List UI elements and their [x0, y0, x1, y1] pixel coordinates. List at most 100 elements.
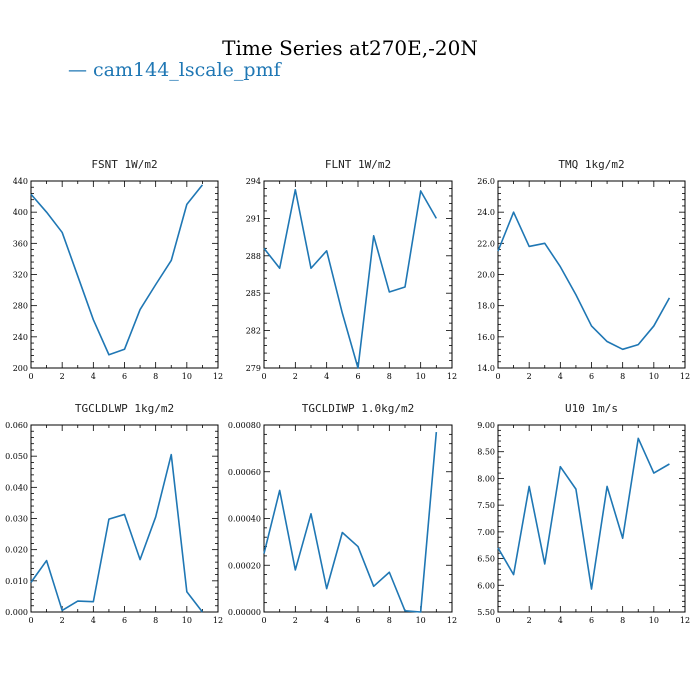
x-tick-label: 8 — [620, 372, 625, 381]
x-tick-label: 8 — [387, 616, 392, 625]
panel-title: TGCLDLWP 1kg/m2 — [75, 402, 174, 415]
x-tick-label: 2 — [293, 616, 298, 625]
y-tick-label: 0.00000 — [228, 608, 261, 617]
x-tick-label: 8 — [620, 616, 625, 625]
y-tick-label: 400 — [13, 208, 28, 217]
x-tick-label: 6 — [355, 372, 360, 381]
y-tick-label: 0.000 — [5, 608, 28, 617]
x-tick-label: 12 — [213, 616, 223, 625]
x-tick-label: 6 — [589, 616, 594, 625]
x-tick-label: 6 — [122, 372, 127, 381]
panel-title: FLNT 1W/m2 — [325, 158, 391, 171]
panels: FSNT 1W/m20 2 4 6 8 10 12200240280320360400440… — [5, 158, 690, 625]
y-tick-label: 0.00060 — [228, 468, 261, 477]
y-tick-label: 9.00 — [477, 421, 495, 430]
y-tick-label: 440 — [13, 177, 28, 186]
panel-title: U10 1m/s — [565, 402, 618, 415]
x-tick-label: 0 — [261, 372, 266, 381]
y-tick-label: 6.00 — [477, 581, 495, 590]
y-tick-label: 0.020 — [5, 546, 28, 555]
chart-panel: TGCLDIWP 1.0kg/m2 0 2 4 6 8 10 12 0.00000 0.00020… — [228, 402, 457, 625]
y-tick-label: 282 — [246, 327, 261, 336]
x-tick-label: 8 — [153, 616, 158, 625]
y-tick-label: 14.0 — [477, 364, 495, 373]
x-tick-label: 2 — [293, 372, 298, 381]
y-tick-label: 8.00 — [477, 474, 495, 483]
x-tick-label: 10 — [182, 616, 192, 625]
y-tick-label: 5.50 — [477, 608, 495, 617]
y-tick-label: 291 — [246, 214, 261, 223]
y-tick-label: 360 — [13, 239, 28, 248]
y-tick-label: 200 — [13, 364, 28, 373]
y-tick-label: 0.040 — [5, 483, 28, 492]
plot-frame — [30, 180, 219, 369]
x-tick-label: 10 — [649, 372, 659, 381]
x-tick-label: 12 — [447, 372, 457, 381]
y-tick-label: 7.50 — [477, 501, 495, 510]
y-tick-label: 20.0 — [477, 271, 495, 280]
y-tick-label: 8.50 — [477, 448, 495, 457]
panel-title: FSNT 1W/m2 — [91, 158, 157, 171]
x-tick-label: 0 — [495, 616, 500, 625]
y-tick-label: 0.030 — [5, 515, 28, 524]
x-tick-label: 10 — [416, 372, 426, 381]
y-tick-label: 0.00040 — [228, 515, 261, 524]
x-tick-label: 12 — [213, 372, 223, 381]
x-tick-label: 8 — [153, 372, 158, 381]
x-tick-label: 0 — [261, 616, 266, 625]
x-tick-label: 4 — [91, 616, 96, 625]
legend: — cam144_lscale_pmf — [68, 59, 283, 81]
y-tick-label: 6.50 — [477, 555, 495, 564]
x-tick-label: 0 — [28, 616, 33, 625]
y-tick-label: 288 — [246, 252, 261, 261]
y-tick-label: 280 — [13, 302, 28, 311]
x-tick-label: 4 — [91, 372, 96, 381]
series-line — [497, 437, 670, 590]
x-tick-label: 10 — [416, 616, 426, 625]
y-tick-label: 240 — [13, 333, 28, 342]
y-tick-label: 18.0 — [477, 302, 495, 311]
y-tick-label: 26.0 — [477, 177, 495, 186]
legend-entry: — cam144_lscale_pmf — [68, 59, 283, 81]
y-tick-label: 0.00020 — [228, 561, 261, 570]
x-tick-label: 0 — [28, 372, 33, 381]
chart-panel: TGCLDLWP 1kg/m2 0 2 4 6 8 10 12 0.000 0.010 0.020 0… — [5, 402, 223, 625]
y-tick-label: 0.060 — [5, 421, 28, 430]
y-tick-label: 279 — [246, 364, 261, 373]
series-line — [30, 184, 204, 356]
y-tick-label: 7.00 — [477, 528, 495, 537]
x-tick-label: 4 — [558, 616, 563, 625]
x-tick-label: 12 — [680, 616, 690, 625]
y-tick-label: 16.0 — [477, 333, 495, 342]
x-tick-label: 6 — [355, 616, 360, 625]
x-tick-label: 10 — [182, 372, 192, 381]
y-tick-label: 24.0 — [477, 208, 495, 217]
x-tick-label: 2 — [60, 616, 65, 625]
figure-title: Time Series at270E,-20N — [222, 36, 478, 60]
chart-panel: TMQ 1kg/m2 0 2 4 6 8 10 12 14.0 16.0 18.0 20.0 22.0 2… — [477, 158, 690, 381]
chart-panel: U10 1m/s 0 2 4 6 8 10 12 5.50 6.00 6.50 7.00 7.50 8.0… — [477, 402, 690, 625]
plot-frame — [497, 180, 686, 369]
x-tick-label: 4 — [324, 616, 329, 625]
x-tick-label: 8 — [387, 372, 392, 381]
x-tick-label: 10 — [649, 616, 659, 625]
x-tick-label: 2 — [527, 616, 532, 625]
series-line — [263, 188, 438, 369]
x-tick-label: 6 — [122, 616, 127, 625]
panel-title: TGCLDIWP 1.0kg/m2 — [302, 402, 415, 415]
x-tick-label: 4 — [558, 372, 563, 381]
x-tick-label: 4 — [324, 372, 329, 381]
plot-frame — [30, 424, 219, 613]
x-tick-label: 0 — [495, 372, 500, 381]
y-tick-label: 294 — [246, 177, 261, 186]
series-line — [30, 453, 204, 613]
y-tick-label: 0.010 — [5, 577, 28, 586]
chart-panel: FSNT 1W/m2 0 2 4 6 8 10 12 200 240 280 320 360 400 440 — [13, 158, 223, 381]
chart-panel: FLNT 1W/m2 0 2 4 6 8 10 12 279 282 285 288 291 294 — [246, 158, 457, 381]
x-tick-label: 6 — [589, 372, 594, 381]
y-tick-label: 22.0 — [477, 239, 495, 248]
series-line — [497, 211, 671, 351]
panel-title: TMQ 1kg/m2 — [558, 158, 624, 171]
y-tick-label: 285 — [246, 289, 261, 298]
x-tick-label: 2 — [60, 372, 65, 381]
